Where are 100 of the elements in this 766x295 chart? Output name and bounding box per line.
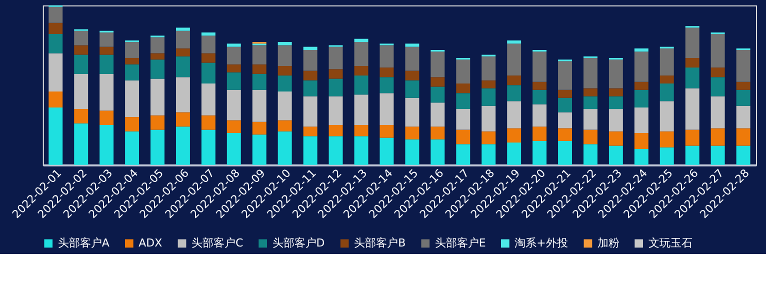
bar bbox=[252, 90, 266, 122]
bar bbox=[634, 52, 648, 82]
bar bbox=[125, 58, 140, 64]
bar bbox=[354, 66, 368, 76]
bar bbox=[328, 96, 343, 126]
bar bbox=[176, 28, 190, 31]
bar bbox=[278, 76, 292, 92]
bar bbox=[405, 70, 420, 80]
bar bbox=[380, 138, 394, 165]
bar bbox=[48, 91, 63, 108]
legend-label: 头部客户A bbox=[58, 236, 110, 250]
bar bbox=[100, 46, 114, 55]
bar bbox=[583, 109, 598, 130]
bar bbox=[405, 98, 420, 127]
bar bbox=[482, 131, 496, 144]
bar bbox=[48, 53, 63, 92]
bar bbox=[482, 144, 496, 165]
bar bbox=[303, 96, 318, 127]
bar bbox=[100, 110, 114, 126]
bar bbox=[608, 109, 623, 132]
bar bbox=[532, 126, 547, 141]
bar bbox=[226, 46, 241, 64]
bar bbox=[278, 45, 292, 66]
bar bbox=[201, 32, 216, 36]
bar bbox=[507, 76, 522, 86]
bar bbox=[456, 130, 470, 144]
bar bbox=[456, 144, 470, 165]
bar bbox=[558, 112, 572, 128]
bar bbox=[583, 88, 598, 96]
bar bbox=[558, 98, 572, 112]
bar bbox=[354, 42, 368, 66]
bar bbox=[201, 36, 216, 54]
bar bbox=[48, 107, 63, 165]
bar bbox=[456, 60, 470, 84]
bar bbox=[226, 90, 241, 120]
bar bbox=[100, 74, 114, 111]
bar bbox=[736, 146, 750, 165]
bar bbox=[634, 148, 648, 165]
bar bbox=[685, 58, 700, 68]
bar bbox=[685, 68, 700, 88]
bar bbox=[558, 140, 572, 165]
bar bbox=[405, 46, 420, 71]
bar bbox=[303, 80, 318, 96]
bar bbox=[405, 44, 420, 47]
bar bbox=[201, 115, 216, 130]
bar bbox=[354, 76, 368, 95]
bar bbox=[354, 136, 368, 165]
bar bbox=[608, 131, 623, 146]
bar bbox=[405, 126, 420, 140]
bar bbox=[558, 90, 572, 98]
bar bbox=[252, 134, 266, 165]
bar bbox=[507, 40, 522, 44]
bar bbox=[634, 48, 648, 52]
bar bbox=[74, 74, 88, 110]
bar bbox=[354, 94, 368, 126]
bar bbox=[380, 68, 394, 78]
bar bbox=[532, 82, 547, 90]
bar bbox=[252, 74, 266, 90]
bar bbox=[685, 130, 700, 146]
bar bbox=[660, 84, 674, 102]
bar bbox=[278, 42, 292, 46]
bar bbox=[558, 61, 572, 90]
bar bbox=[278, 66, 292, 76]
bar bbox=[660, 101, 674, 132]
bar bbox=[456, 93, 470, 110]
bar bbox=[226, 64, 241, 72]
bar bbox=[583, 130, 598, 144]
legend-label: ADX bbox=[138, 236, 163, 250]
bar bbox=[507, 142, 522, 165]
bar bbox=[507, 85, 522, 102]
legend-label: 加粉 bbox=[597, 236, 620, 250]
bar bbox=[380, 93, 394, 126]
bar bbox=[125, 80, 140, 118]
bar bbox=[710, 34, 725, 68]
bar bbox=[150, 37, 164, 54]
bar bbox=[354, 125, 368, 136]
bar bbox=[278, 91, 292, 120]
bar bbox=[736, 128, 750, 146]
bar bbox=[482, 88, 496, 106]
bar bbox=[303, 50, 318, 71]
bar bbox=[456, 109, 470, 130]
bar bbox=[176, 126, 190, 165]
bar bbox=[252, 64, 266, 74]
bar bbox=[150, 60, 164, 79]
bar bbox=[736, 82, 750, 90]
bar bbox=[710, 146, 725, 165]
bar bbox=[354, 38, 368, 42]
bar bbox=[176, 48, 190, 56]
bar bbox=[507, 128, 522, 143]
bar bbox=[685, 146, 700, 165]
bar bbox=[100, 125, 114, 165]
bar bbox=[608, 96, 623, 110]
bar bbox=[125, 42, 140, 58]
bar bbox=[100, 32, 114, 47]
bar bbox=[430, 77, 445, 87]
bar bbox=[125, 117, 140, 132]
bar bbox=[507, 44, 522, 76]
bar bbox=[583, 96, 598, 110]
bar bbox=[380, 45, 394, 68]
bar bbox=[660, 147, 674, 165]
